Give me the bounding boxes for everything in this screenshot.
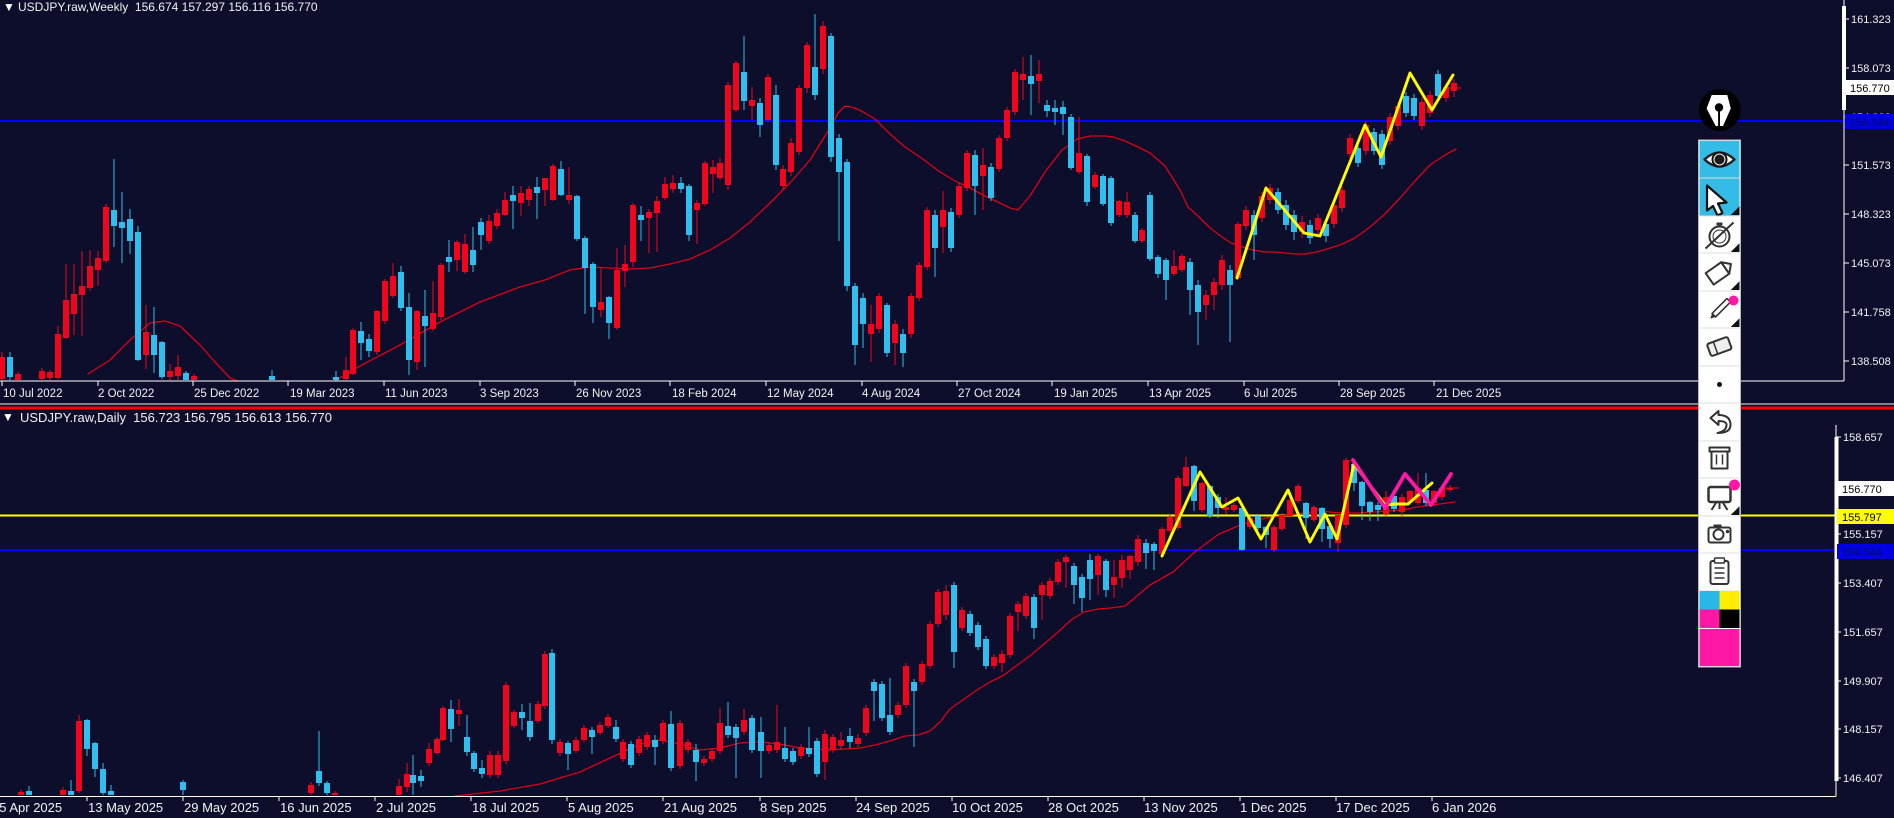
svg-text:13 Apr 2025: 13 Apr 2025: [1149, 388, 1211, 400]
svg-text:146.407: 146.407: [1843, 773, 1883, 785]
svg-text:2 Oct 2022: 2 Oct 2022: [98, 388, 154, 400]
svg-text:25 Dec 2022: 25 Dec 2022: [194, 388, 259, 400]
svg-text:151.657: 151.657: [1843, 627, 1883, 639]
svg-text:11 Jun 2023: 11 Jun 2023: [385, 388, 447, 400]
svg-text:18 Feb 2024: 18 Feb 2024: [672, 388, 737, 400]
svg-text:155.157: 155.157: [1843, 529, 1883, 541]
svg-text:26 Nov 2023: 26 Nov 2023: [576, 388, 641, 400]
svg-text:10 Jul 2022: 10 Jul 2022: [3, 388, 62, 400]
svg-text:138.508: 138.508: [1851, 356, 1891, 368]
svg-text:156.770: 156.770: [1850, 83, 1890, 95]
svg-text:156.770: 156.770: [1842, 484, 1882, 496]
svg-text:18 Jul 2025: 18 Jul 2025: [472, 800, 539, 815]
svg-text:151.573: 151.573: [1851, 160, 1891, 172]
svg-text:21 Aug 2025: 21 Aug 2025: [664, 800, 737, 815]
svg-text:28 Oct 2025: 28 Oct 2025: [1048, 800, 1119, 815]
svg-text:29 May 2025: 29 May 2025: [184, 800, 259, 815]
svg-text:148.157: 148.157: [1843, 724, 1883, 736]
svg-text:149.907: 149.907: [1843, 676, 1883, 688]
svg-text:25 Apr 2025: 25 Apr 2025: [0, 800, 62, 815]
svg-text:USDJPY.raw,Daily 156.723 156.: USDJPY.raw,Daily 156.723 156.795 156.613…: [20, 410, 332, 425]
svg-text:10 Oct 2025: 10 Oct 2025: [952, 800, 1023, 815]
svg-text:6 Jul 2025: 6 Jul 2025: [1244, 388, 1297, 400]
svg-text:USDJPY.raw,Weekly 156.674 157: USDJPY.raw,Weekly 156.674 157.297 156.11…: [18, 0, 318, 14]
svg-text:158.073: 158.073: [1851, 63, 1891, 75]
svg-text:▼: ▼: [2, 410, 14, 424]
svg-text:1 Dec 2025: 1 Dec 2025: [1240, 800, 1307, 815]
svg-text:3 Sep 2023: 3 Sep 2023: [480, 388, 539, 400]
svg-text:5 Aug 2025: 5 Aug 2025: [568, 800, 634, 815]
svg-text:12 May 2024: 12 May 2024: [767, 388, 834, 400]
svg-text:2 Jul 2025: 2 Jul 2025: [376, 800, 436, 815]
svg-text:154.544: 154.544: [1850, 117, 1890, 129]
svg-text:158.657: 158.657: [1843, 432, 1883, 444]
svg-text:19 Jan 2025: 19 Jan 2025: [1054, 388, 1117, 400]
svg-text:13 May 2025: 13 May 2025: [88, 800, 163, 815]
svg-text:155.797: 155.797: [1842, 512, 1882, 524]
svg-text:153.407: 153.407: [1843, 578, 1883, 590]
svg-text:16 Jun 2025: 16 Jun 2025: [280, 800, 352, 815]
svg-text:148.323: 148.323: [1851, 209, 1891, 221]
svg-text:▼: ▼: [3, 0, 15, 14]
svg-text:13 Nov 2025: 13 Nov 2025: [1144, 800, 1218, 815]
svg-text:24 Sep 2025: 24 Sep 2025: [856, 800, 930, 815]
svg-text:145.073: 145.073: [1851, 258, 1891, 270]
svg-text:21 Dec 2025: 21 Dec 2025: [1436, 388, 1501, 400]
svg-text:8 Sep 2025: 8 Sep 2025: [760, 800, 827, 815]
svg-text:17 Dec 2025: 17 Dec 2025: [1336, 800, 1410, 815]
svg-text:28 Sep 2025: 28 Sep 2025: [1340, 388, 1405, 400]
svg-text:154.544: 154.544: [1842, 547, 1882, 559]
svg-text:27 Oct 2024: 27 Oct 2024: [958, 388, 1021, 400]
svg-text:141.758: 141.758: [1851, 307, 1891, 319]
svg-text:19 Mar 2023: 19 Mar 2023: [290, 388, 355, 400]
svg-text:4 Aug 2024: 4 Aug 2024: [862, 388, 921, 400]
svg-text:161.323: 161.323: [1851, 14, 1891, 26]
svg-text:6 Jan 2026: 6 Jan 2026: [1432, 800, 1496, 815]
